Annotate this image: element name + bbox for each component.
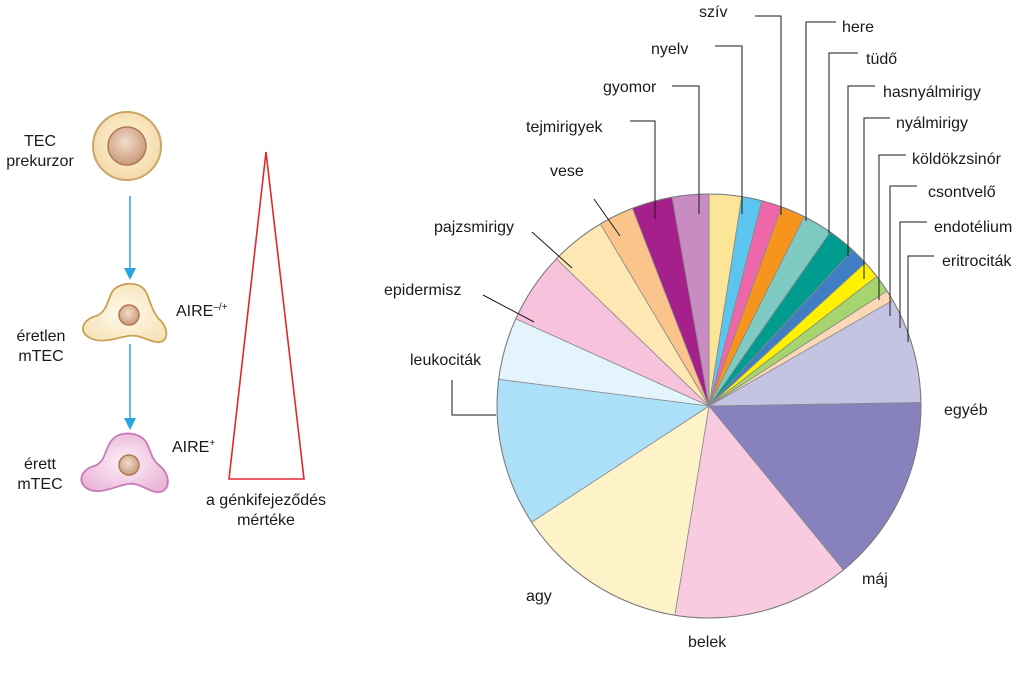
leader-line-nyelv (715, 45, 743, 214)
stage-immature-label: éretlen mTEC (4, 327, 78, 367)
leader-line-tudo (828, 52, 858, 233)
stage-mature-line1: érett (23, 456, 56, 473)
pie-outline (496, 193, 922, 619)
leader-line-hasnyalmirigy (847, 85, 875, 256)
pie-label-maj: máj (862, 571, 888, 588)
mature-mtec-cell (80, 432, 169, 493)
tec-precursor-cell (92, 111, 162, 181)
pie-label-gyomor: gyomor (603, 79, 657, 96)
stage-precursor-line2: prekurzor (6, 153, 74, 170)
leader-line-csontvelo (889, 185, 917, 316)
aire-high-sup: + (209, 438, 216, 449)
pie-label-tudo: tüdő (866, 51, 897, 68)
leader-line-gyomor (672, 85, 700, 214)
pie-label-nyalmirigy: nyálmirigy (896, 115, 968, 132)
gradient-caption-line1: a génkifejeződés (205, 492, 327, 509)
pie-label-leukocitak: leukociták (410, 352, 482, 369)
stage-immature-line2: mTEC (18, 348, 64, 365)
leader-line-tejmirigyek (630, 120, 656, 219)
pie-label-endotelium: endotélium (934, 219, 1012, 236)
leader-line-pajzsmirigy (531, 231, 573, 269)
leader-line-endotelium (899, 221, 927, 328)
stage-mature-label: érett mTEC (10, 455, 70, 495)
leader-line-koldokzsinor (878, 154, 906, 300)
pie-label-agy: agy (526, 588, 552, 605)
aire-high-base: AIRE (172, 439, 210, 456)
pie-label-koldokzsinor: köldökzsinór (912, 151, 1002, 168)
pie-label-csontvelo: csontvelő (928, 184, 996, 201)
pie-label-tejmirigyek: tejmirigyek (526, 119, 603, 136)
leader-line-vese (593, 198, 621, 237)
aire-low-sup: –/+ (213, 302, 228, 313)
pie-label-belek: belek (688, 634, 727, 651)
pie-label-nyelv: nyelv (651, 41, 688, 58)
leader-line-epidermisz (482, 294, 535, 323)
pie-label-pajzsmirigy: pajzsmirigy (434, 219, 514, 236)
leader-line-here (805, 21, 836, 221)
leader-line-leukocitak (451, 380, 496, 416)
leader-line-sziv (755, 15, 782, 215)
stage-precursor-label: TEC prekurzor (0, 132, 80, 172)
pie-label-here: here (842, 19, 874, 36)
gradient-caption-line2: mértéke (237, 512, 295, 529)
pie-label-eritrocitak: eritrociták (942, 253, 1012, 270)
pie-label-hasnyalmirigy: hasnyálmirigy (883, 84, 981, 101)
pie-label-sziv: szív (699, 4, 727, 21)
leader-line-nyalmirigy (863, 117, 890, 279)
gradient-caption: a génkifejeződés mértéke (186, 491, 346, 531)
aire-high-label: AIRE+ (172, 434, 215, 458)
immature-mtec-cell (82, 282, 168, 343)
pie-label-vese: vese (550, 163, 584, 180)
pie-label-epidermisz: epidermisz (384, 282, 461, 299)
leader-line-eritrocitak (907, 255, 934, 342)
stage-mature-line2: mTEC (17, 476, 63, 493)
stage-precursor-line1: TEC (24, 133, 56, 150)
expression-gradient-triangle (228, 151, 305, 480)
aire-low-base: AIRE (176, 303, 214, 320)
pie-label-egyeb: egyéb (944, 402, 988, 419)
aire-low-label: AIRE–/+ (176, 298, 228, 322)
stage-immature-line1: éretlen (16, 328, 66, 345)
